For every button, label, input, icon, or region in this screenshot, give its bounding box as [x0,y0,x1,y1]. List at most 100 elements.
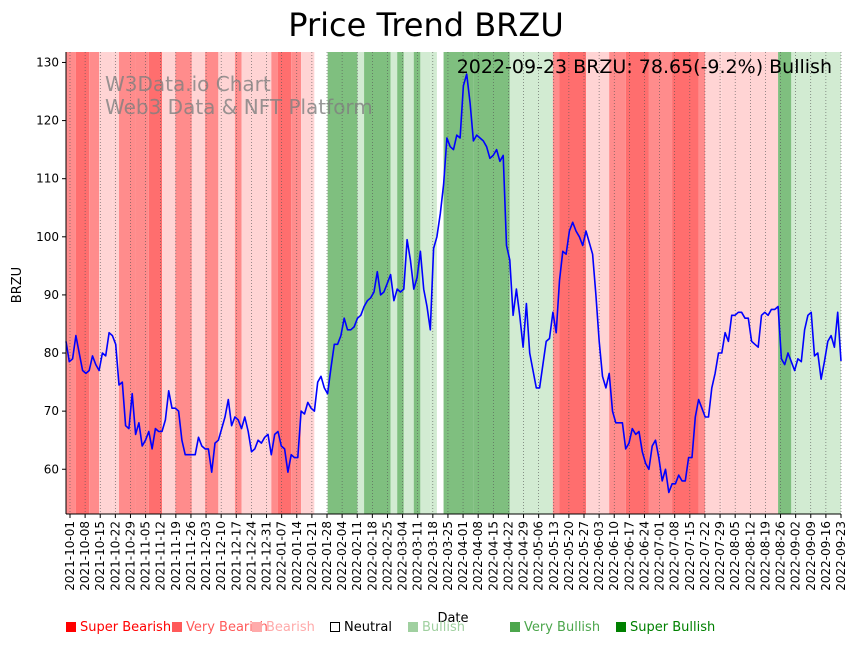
legend-item: Bearish [252,620,315,635]
legend-item: Super Bullish [616,620,715,635]
regime-band-very-bearish [175,52,192,514]
regime-band-bearish [99,52,113,514]
regime-band-bearish [162,52,176,514]
legend-label: Very Bullish [524,620,601,635]
regime-band-bullish [390,52,398,514]
regime-band-very-bearish [271,52,278,514]
x-tick-label: 2022-02-11 [350,521,364,591]
y-tick-label: 60 [44,462,59,476]
regime-band-bullish [357,52,365,514]
x-tick-label: 2022-07-08 [668,521,682,591]
regime-band-very-bearish [118,52,136,514]
x-tick-label: 2021-10-15 [93,521,107,591]
regime-band-bullish [430,52,437,514]
regime-band-bearish [301,52,315,514]
watermark-line-2: Web3 Data & NFT Platform [105,95,373,119]
regime-band-bullish [420,52,431,514]
x-tick-label: 2022-06-10 [607,521,621,591]
x-tick-label: 2022-06-03 [592,521,606,591]
x-tick-label: 2021-11-05 [139,521,153,591]
regime-band-neutral [314,52,328,514]
x-tick-label: 2022-02-18 [365,521,379,591]
x-tick-label: 2022-09-23 [834,521,848,591]
x-tick-label: 2021-10-01 [63,521,77,591]
legend-item: Very Bearish [172,620,268,635]
x-tick-label: 2021-11-19 [169,521,183,591]
regime-bands [66,52,841,514]
regime-band-bullish [791,52,841,514]
legend-swatch [252,622,262,632]
watermark: W3Data.io Chart Web3 Data & NFT Platform [105,72,373,119]
x-tick-label: 2022-08-12 [743,521,757,591]
x-tick-label: 2022-07-22 [698,521,712,591]
regime-band-very-bullish [327,52,358,514]
legend-label: Neutral [344,620,392,635]
x-tick-label: 2022-01-21 [305,521,319,591]
x-tick-label: 2022-01-28 [320,521,334,591]
x-tick-label: 2021-10-29 [123,521,137,591]
x-tick-label: 2021-12-24 [244,521,258,591]
regime-band-super-bearish [625,52,649,514]
x-tick-label: 2022-07-29 [713,521,727,591]
regime-band-very-bearish [234,52,242,514]
legend-item: Bullish [408,620,465,635]
regime-band-very-bearish [135,52,149,514]
regime-band-very-bearish [66,52,76,514]
legend-item: Very Bullish [510,620,600,635]
regime-band-bearish [721,52,779,514]
x-tick-label: 2022-07-15 [683,521,697,591]
x-tick-label: 2021-11-12 [154,521,168,591]
x-tick-label: 2022-03-25 [441,521,455,591]
x-tick-label: 2021-10-22 [108,521,122,591]
legend-label: Super Bearish [80,620,172,635]
y-tick-label: 110 [36,172,59,186]
x-tick-label: 2022-04-29 [517,521,531,591]
x-tick-label: 2022-02-04 [335,521,349,591]
x-tick-label: 2022-01-14 [290,521,304,591]
legend-swatch [66,622,76,632]
x-tick-label: 2022-09-02 [789,521,803,591]
regime-band-super-bearish [277,52,292,514]
regime-band-bullish [403,52,414,514]
regime-band-super-bearish [559,52,586,514]
x-tick-label: 2021-11-26 [184,521,198,591]
regime-band-bearish [191,52,206,514]
y-tick-label: 80 [44,346,59,360]
x-tick-label: 2022-04-01 [456,521,470,591]
regime-band-very-bullish [778,52,792,514]
x-tick-label: 2022-05-27 [577,521,591,591]
x-tick-label: 2022-04-15 [486,521,500,591]
x-tick-label: 2022-05-20 [562,521,576,591]
watermark-line-1: W3Data.io Chart [105,72,271,96]
vertical-gridlines [69,52,842,514]
x-tick-label: 2021-10-08 [78,521,92,591]
series-group [65,73,842,494]
x-tick-label: 2022-04-22 [501,521,515,591]
regime-band-very-bearish [648,52,673,514]
x-tick-label: 2021-12-31 [260,521,274,591]
regime-band-bearish [112,52,119,514]
legend-item: Neutral [330,620,392,635]
legend-swatch [408,622,418,632]
y-axis-label: BRZU [10,267,25,303]
regime-band-bullish [509,52,553,514]
x-tick-label: 2022-01-07 [275,521,289,591]
regime-band-very-bullish [364,52,391,514]
regime-band-super-bearish [672,52,699,514]
x-tick-label: 2022-06-17 [622,521,636,591]
y-tick-label: 90 [44,288,59,302]
y-axis-ticks: 60 70 80 90 100 110 120 130 [36,55,66,476]
regime-band-very-bullish [413,52,421,514]
legend-swatch [510,622,520,632]
x-axis-ticks: 2021-10-01 2021-10-08 2021-10-15 2021-10-22… [63,514,848,591]
regime-band-neutral [436,52,444,514]
x-tick-label: 2022-08-19 [758,521,772,591]
legend-swatch [616,622,626,632]
price-annotation: 2022-09-23 BRZU: 78.65(-9.2%) Bullish [457,56,832,78]
legend-label: Super Bullish [630,620,716,635]
regime-band-very-bearish [205,52,219,514]
x-tick-label: 2021-12-17 [229,521,243,591]
x-tick-label: 2022-05-13 [547,521,561,591]
x-tick-label: 2022-09-16 [819,521,833,591]
